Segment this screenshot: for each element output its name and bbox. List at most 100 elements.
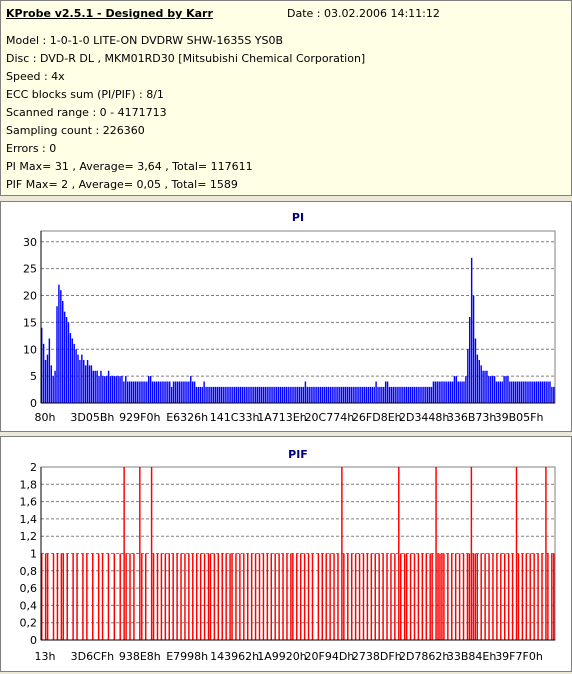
bar (480, 365, 482, 404)
bar (449, 381, 452, 403)
bar (503, 553, 506, 640)
bar (425, 386, 427, 404)
bar (476, 354, 479, 404)
bar (522, 381, 524, 403)
bar (50, 365, 52, 404)
bar (256, 386, 259, 404)
bar (132, 381, 135, 403)
bar (193, 381, 196, 403)
bar (472, 553, 475, 640)
bar (304, 381, 307, 403)
pi-chart: PI 0 5 10 15 20 25 30 80h 3D05Bh 929F0h E6326h 141C3… (23, 211, 556, 424)
bar (435, 467, 437, 640)
bar (107, 553, 110, 640)
bar (289, 386, 291, 404)
bar (90, 365, 93, 404)
bar (153, 381, 156, 403)
bar (258, 553, 261, 640)
bar (516, 381, 519, 403)
bar (530, 381, 532, 403)
y-tick-label: 30 (23, 236, 37, 249)
bar (186, 381, 188, 403)
bar (488, 376, 490, 404)
bar (253, 386, 255, 404)
bar (144, 553, 147, 640)
bar (497, 381, 500, 403)
bar (286, 553, 288, 640)
bar (157, 381, 159, 403)
bar (352, 386, 354, 404)
bar (467, 349, 469, 403)
bar (113, 553, 116, 640)
bar (243, 553, 245, 640)
bar (146, 381, 148, 403)
bar (66, 553, 68, 640)
bar (155, 381, 158, 403)
bar (255, 386, 257, 404)
x-tick-label: 39F7F0h (495, 650, 543, 663)
bar (79, 360, 81, 403)
bar (491, 376, 494, 404)
bar (499, 381, 502, 403)
bar (549, 381, 551, 403)
bar (180, 381, 182, 403)
bar (462, 553, 465, 640)
bar (394, 386, 396, 404)
bar (539, 381, 542, 403)
bar (216, 386, 219, 404)
x-tick-label: 3D05Bh (70, 411, 114, 424)
bar (67, 322, 70, 404)
bar (476, 553, 478, 640)
bar (84, 365, 87, 404)
bar (388, 386, 391, 404)
bar (317, 553, 320, 640)
bar (347, 553, 349, 640)
bar (311, 553, 314, 640)
bar (184, 553, 186, 640)
y-tick-label: 0,8 (20, 565, 38, 578)
bar (195, 386, 198, 404)
pif-chart-panel: PIF 0 0,2 0,4 0,6 0,8 1 1,2 1,4 1,6 1,8 2 13h 3D6CFh 9… (0, 436, 572, 672)
bar (541, 553, 543, 640)
bar (62, 553, 65, 640)
bar (168, 553, 170, 640)
bar (379, 386, 381, 404)
x-tick-label: 13h (35, 650, 56, 663)
bar (470, 257, 473, 404)
bar (484, 370, 486, 403)
bar (404, 386, 406, 404)
bar (148, 376, 150, 404)
bar (442, 381, 444, 403)
bar (501, 381, 503, 403)
y-tick-label: 15 (23, 316, 37, 329)
bar (151, 381, 154, 403)
bar (262, 386, 265, 404)
y-tick-label: 0 (30, 397, 37, 410)
bar (119, 553, 121, 640)
bar (94, 370, 96, 403)
bar (184, 381, 186, 403)
bar (415, 386, 417, 404)
bar (405, 553, 408, 640)
bar (152, 553, 155, 640)
bar (370, 553, 373, 640)
chart-title: PI (292, 211, 304, 224)
bar (500, 553, 502, 640)
bar (52, 376, 54, 404)
bar (250, 553, 253, 640)
bar (409, 386, 412, 404)
x-tick-label: 2D3448h (399, 411, 449, 424)
bar (537, 553, 539, 640)
bar (191, 381, 194, 403)
bar (134, 381, 137, 403)
disc-line: Disc : DVD-R DL , MKM01RD30 [Mitsubishi … (6, 52, 366, 65)
x-tick-label: 20F94Dh (305, 650, 355, 663)
bar (350, 553, 353, 640)
bar (307, 553, 310, 640)
bar (92, 370, 95, 403)
bar (217, 553, 220, 640)
bar (82, 553, 84, 640)
bar (371, 386, 373, 404)
bar (325, 386, 328, 404)
bar (270, 553, 272, 640)
